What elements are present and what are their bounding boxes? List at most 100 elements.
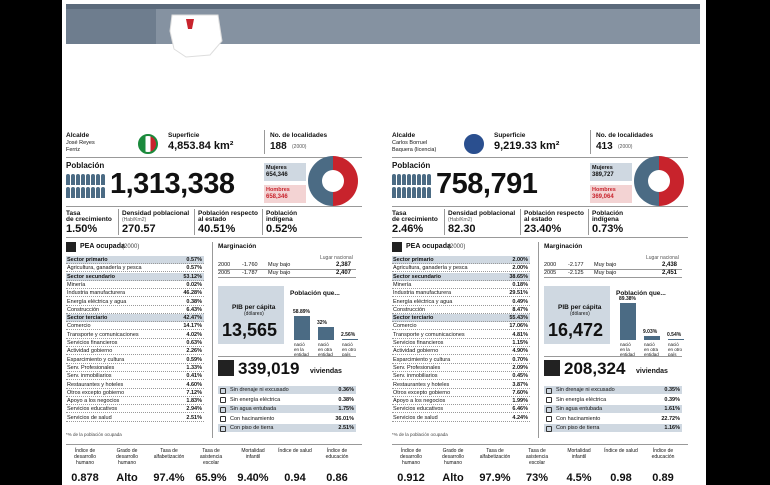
pea-row-value: 2.51%	[186, 414, 202, 421]
divider	[588, 209, 589, 235]
localidades-label: No. de localidades	[596, 132, 654, 139]
pea-row-label: Serv. inmobiliarios	[67, 373, 112, 380]
vivienda-row-label: Con hacinamiento	[230, 415, 275, 422]
person-icon	[392, 187, 396, 198]
poblacion-value: 758,791	[436, 168, 538, 200]
pea-row-value: 2.00%	[512, 257, 528, 263]
pea-row: Energía eléctrica y agua 0.49%	[392, 298, 530, 306]
pq-bar-label: 58.89%	[293, 308, 310, 315]
pea-row-label: Actividad gobierno	[393, 348, 439, 355]
pea-row-value: 1.99%	[512, 398, 528, 405]
marg-rank: 2,407	[336, 270, 352, 276]
hombres-label: Hombres	[266, 187, 290, 193]
marg-year: 2005	[544, 270, 557, 276]
pea-note: *% de la población ocupada	[66, 432, 122, 437]
pan-logo-icon	[464, 134, 484, 154]
pq-caption-1: nació	[342, 342, 353, 347]
divider	[66, 237, 362, 238]
header-banner	[66, 4, 700, 58]
pea-row-value: 0.57%	[186, 257, 202, 263]
alcalde-name-1: Carlos Borruel	[392, 140, 428, 146]
pea-row: Serv. Profesionales 2.09%	[392, 364, 530, 372]
pea-row-value: 6.46%	[512, 406, 528, 413]
respecto-label-2: al estado	[198, 216, 227, 223]
pea-row-value: 0.18%	[512, 281, 528, 288]
tasa-label-2: de crecimiento	[392, 216, 438, 223]
mujeres-label: Mujeres	[266, 165, 287, 171]
marg-year: 2000	[544, 262, 557, 268]
pq-bar-label: 32%	[317, 319, 328, 326]
pea-row-value: 7.12%	[186, 389, 202, 396]
pq-caption-3: país	[668, 352, 677, 357]
pea-row-value: 2.00%	[512, 265, 528, 272]
pea-row-value: 0.02%	[186, 281, 202, 288]
pib-value: 13,565	[222, 320, 278, 340]
pea-row: Sector terciario 42.47%	[66, 314, 204, 323]
indicator-value: 97.9%	[479, 472, 511, 484]
respecto-value: 40.51%	[198, 223, 236, 235]
vivienda-row-value: 0.38%	[338, 396, 354, 403]
person-icon	[86, 174, 90, 185]
vivienda-row-label: Sin energía eléctrica	[556, 396, 607, 403]
pea-row-label: Energía eléctrica y agua	[393, 298, 453, 305]
alcalde-name-1: José Reyes	[66, 140, 95, 146]
vivienda-row-value: 36.01%	[335, 415, 354, 422]
hombres-label: Hombres	[592, 187, 616, 193]
vivienda-row: Con hacinamiento 36.01%	[218, 415, 356, 424]
indicator-value: 0.94	[284, 472, 306, 484]
pea-label: PEA ocupada	[406, 243, 451, 250]
divider	[264, 130, 265, 154]
indicator-value: 0.86	[326, 472, 348, 484]
poblacion-label: Población	[66, 161, 105, 170]
person-icon	[101, 174, 105, 185]
pea-row-label: Otros excepto gobierno	[67, 389, 125, 396]
pea-row-label: Minería	[393, 281, 412, 288]
divider	[212, 242, 213, 438]
pea-row-value: 3.87%	[512, 381, 528, 388]
hombres-box	[590, 185, 632, 203]
person-icon	[417, 174, 421, 185]
person-icon	[86, 187, 90, 198]
pea-row: Esparcimiento y cultura 0.70%	[392, 356, 530, 364]
densidad-value: 82.30	[448, 223, 476, 235]
pea-row-label: Sector terciario	[393, 315, 434, 322]
pq-bar	[318, 326, 334, 340]
person-icon	[76, 174, 80, 185]
pea-row-label: Servicios educativos	[67, 406, 118, 413]
pib-box	[544, 286, 610, 344]
pq-caption-3: entidad	[644, 352, 659, 357]
tasa-label-1: Tasa	[66, 210, 81, 217]
vivienda-row: Sin drenaje ni excusado 0.36%	[218, 386, 356, 395]
marg-value: -1.787	[242, 270, 258, 276]
vivienda-row: Sin drenaje ni excusado 0.35%	[544, 386, 682, 395]
respecto-label-1: Población respecto	[524, 210, 584, 217]
checkbox-icon	[546, 387, 552, 394]
viviendas-label: viviendas	[310, 368, 342, 375]
indicator-value: 9.40%	[237, 472, 269, 484]
pea-row: Otros excepto gobierno 7.12%	[66, 389, 204, 397]
marg-year: 2000	[218, 262, 231, 268]
pri-logo-icon	[138, 134, 158, 154]
checkbox-icon	[220, 425, 226, 432]
indicator-label: Tasa de asistencia escolar	[525, 448, 549, 466]
checkbox-icon	[220, 416, 226, 422]
vivienda-row: Sin agua entubada 1.61%	[544, 405, 682, 414]
pea-row-value: 46.28%	[183, 290, 202, 297]
densidad-label: Densidad poblacional	[122, 210, 190, 217]
divider	[544, 356, 682, 357]
indicator: Grado de desarrollo humano Alto	[108, 448, 146, 484]
vivienda-row-value: 1.61%	[664, 406, 680, 412]
indicator-label: Índice de salud	[278, 448, 312, 454]
alcalde-label: Alcalde	[392, 132, 416, 139]
pea-row-label: Comercio	[393, 323, 417, 330]
pea-row: Transporte y comunicaciones 4.02%	[66, 331, 204, 339]
pea-row: Construcción 6.43%	[66, 306, 204, 314]
indicator-value: 97.4%	[153, 472, 185, 484]
pea-row: Servicios financieros 1.15%	[392, 339, 530, 347]
vivienda-row-label: Con hacinamiento	[556, 415, 601, 422]
pq-bar	[620, 302, 636, 340]
marg-rank: 2,387	[336, 262, 352, 268]
vivienda-row-label: Con piso de tierra	[556, 425, 600, 431]
densidad-label: Densidad poblacional	[448, 210, 516, 217]
checkbox-icon	[546, 397, 552, 403]
